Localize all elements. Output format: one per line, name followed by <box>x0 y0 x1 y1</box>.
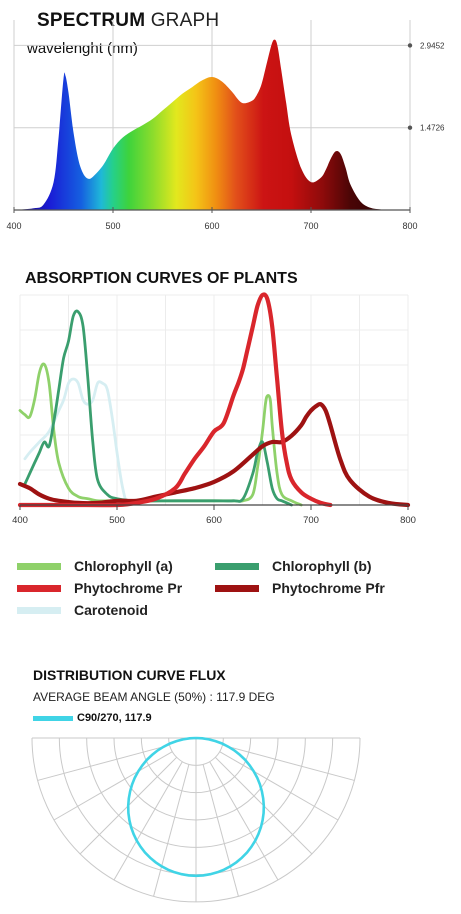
spectrum-chart: 400 500 600 700 800 2.9452 1.4726 <box>6 20 445 231</box>
polar-grid <box>31 737 361 903</box>
spectrum-x-tick-label: 800 <box>402 221 417 231</box>
flux-title: DISTRIBUTION CURVE FLUX <box>33 667 226 683</box>
spectrum-y-tick-label: 1.4726 <box>420 124 445 133</box>
absorption-x-tick-label: 700 <box>303 515 319 526</box>
absorption-series-line <box>23 309 293 507</box>
polar-spoke <box>153 764 190 897</box>
legend-chlorophyll-a: Chlorophyll (a) <box>17 558 173 574</box>
spectrum-x-tick-label: 500 <box>105 221 120 231</box>
absorption-series-line <box>17 401 411 508</box>
polar-spoke <box>113 761 183 881</box>
spectrum-y-tick-label: 2.9452 <box>420 41 445 50</box>
polar-spoke <box>53 751 173 821</box>
flux-legend: C90/270, 117.9 <box>33 712 152 724</box>
legend-label-phytochrome-pr: Phytochrome Pr <box>74 580 183 596</box>
spectrum-title-bold: SPECTRUM <box>37 10 146 31</box>
spectrum-x-tick-label: 400 <box>6 221 21 231</box>
legend-carotenoid: Carotenoid <box>17 602 148 618</box>
spectrum-y-tick <box>407 125 413 130</box>
polar-spoke <box>209 761 279 881</box>
spectrum-x-tick-label: 700 <box>303 221 318 231</box>
flux-legend-label: C90/270, 117.9 <box>77 712 152 724</box>
absorption-grid <box>19 294 409 506</box>
spectrum-subtitle: wavelenght (nm) <box>27 40 138 57</box>
legend-label-phytochrome-pfr: Phytochrome Pfr <box>272 580 385 596</box>
legend-label-carotenoid: Carotenoid <box>74 602 148 618</box>
polar-spoke <box>222 744 355 781</box>
legend-label-chlorophyll-b: Chlorophyll (b) <box>272 558 372 574</box>
spectrum-title: SPECTRUM GRAPH <box>37 10 219 32</box>
legend-swatch-phytochrome-pfr <box>215 584 259 592</box>
polar-chart <box>31 736 361 903</box>
legend-phytochrome-pr: Phytochrome Pr <box>17 580 182 596</box>
absorption-series-line <box>18 362 303 507</box>
absorption-lines <box>17 292 411 508</box>
absorption-axis: 400 500 600 700 800 <box>12 504 416 526</box>
spectrum-title-light: GRAPH <box>150 10 220 31</box>
absorption-x-tick-label: 800 <box>400 515 416 526</box>
polar-curve <box>126 736 266 878</box>
absorption-title: ABSORPTION CURVES OF PLANTS <box>25 270 298 287</box>
flux-subtitle: AVERAGE BEAM ANGLE (50%) : 117.9 DEG <box>33 690 275 704</box>
legend-chlorophyll-b: Chlorophyll (b) <box>215 558 372 574</box>
spectrum-area <box>14 39 410 211</box>
legend-label-chlorophyll-a: Chlorophyll (a) <box>74 558 173 574</box>
absorption-series-line <box>23 377 129 507</box>
polar-spoke <box>202 764 239 897</box>
absorption-chart: 400 500 600 700 800 <box>12 292 416 526</box>
spectrum-axis: 400 500 600 700 800 2.9452 1.4726 <box>6 41 445 231</box>
spectrum-x-tick-label: 600 <box>204 221 219 231</box>
legend-swatch-carotenoid <box>17 606 61 614</box>
polar-spoke <box>37 744 170 781</box>
absorption-x-tick-label: 500 <box>109 515 125 526</box>
legend-phytochrome-pfr: Phytochrome Pfr <box>215 580 385 596</box>
absorption-series-line <box>17 292 333 508</box>
absorption-x-tick-label: 600 <box>206 515 222 526</box>
spectrum-y-tick <box>407 43 413 48</box>
legend-swatch-chlorophyll-a <box>17 562 61 570</box>
polar-spoke <box>219 751 339 821</box>
legend-swatch-chlorophyll-b <box>215 562 259 570</box>
absorption-x-tick-label: 400 <box>12 515 28 526</box>
legend-swatch-phytochrome-pr <box>17 584 61 592</box>
flux-legend-swatch <box>33 715 73 721</box>
